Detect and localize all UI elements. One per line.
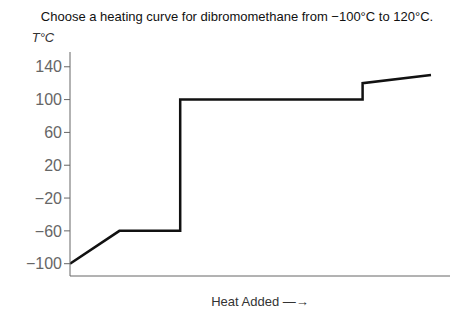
svg-text:60: 60 (44, 124, 62, 141)
svg-text:−100: −100 (26, 255, 62, 272)
svg-text:140: 140 (35, 58, 62, 75)
html-text:Choose a heating curve for dib: Choose a heating curve for dibromomethan… (40, 9, 434, 24)
svg-text:100: 100 (35, 91, 62, 108)
svg-text:−20: −20 (35, 190, 62, 207)
svg-text:Heat Added —→: Heat Added —→ (211, 294, 309, 309)
svg-text:T°C: T°C (32, 30, 55, 45)
svg-text:−60: −60 (35, 223, 62, 240)
svg-text:20: 20 (44, 157, 62, 174)
